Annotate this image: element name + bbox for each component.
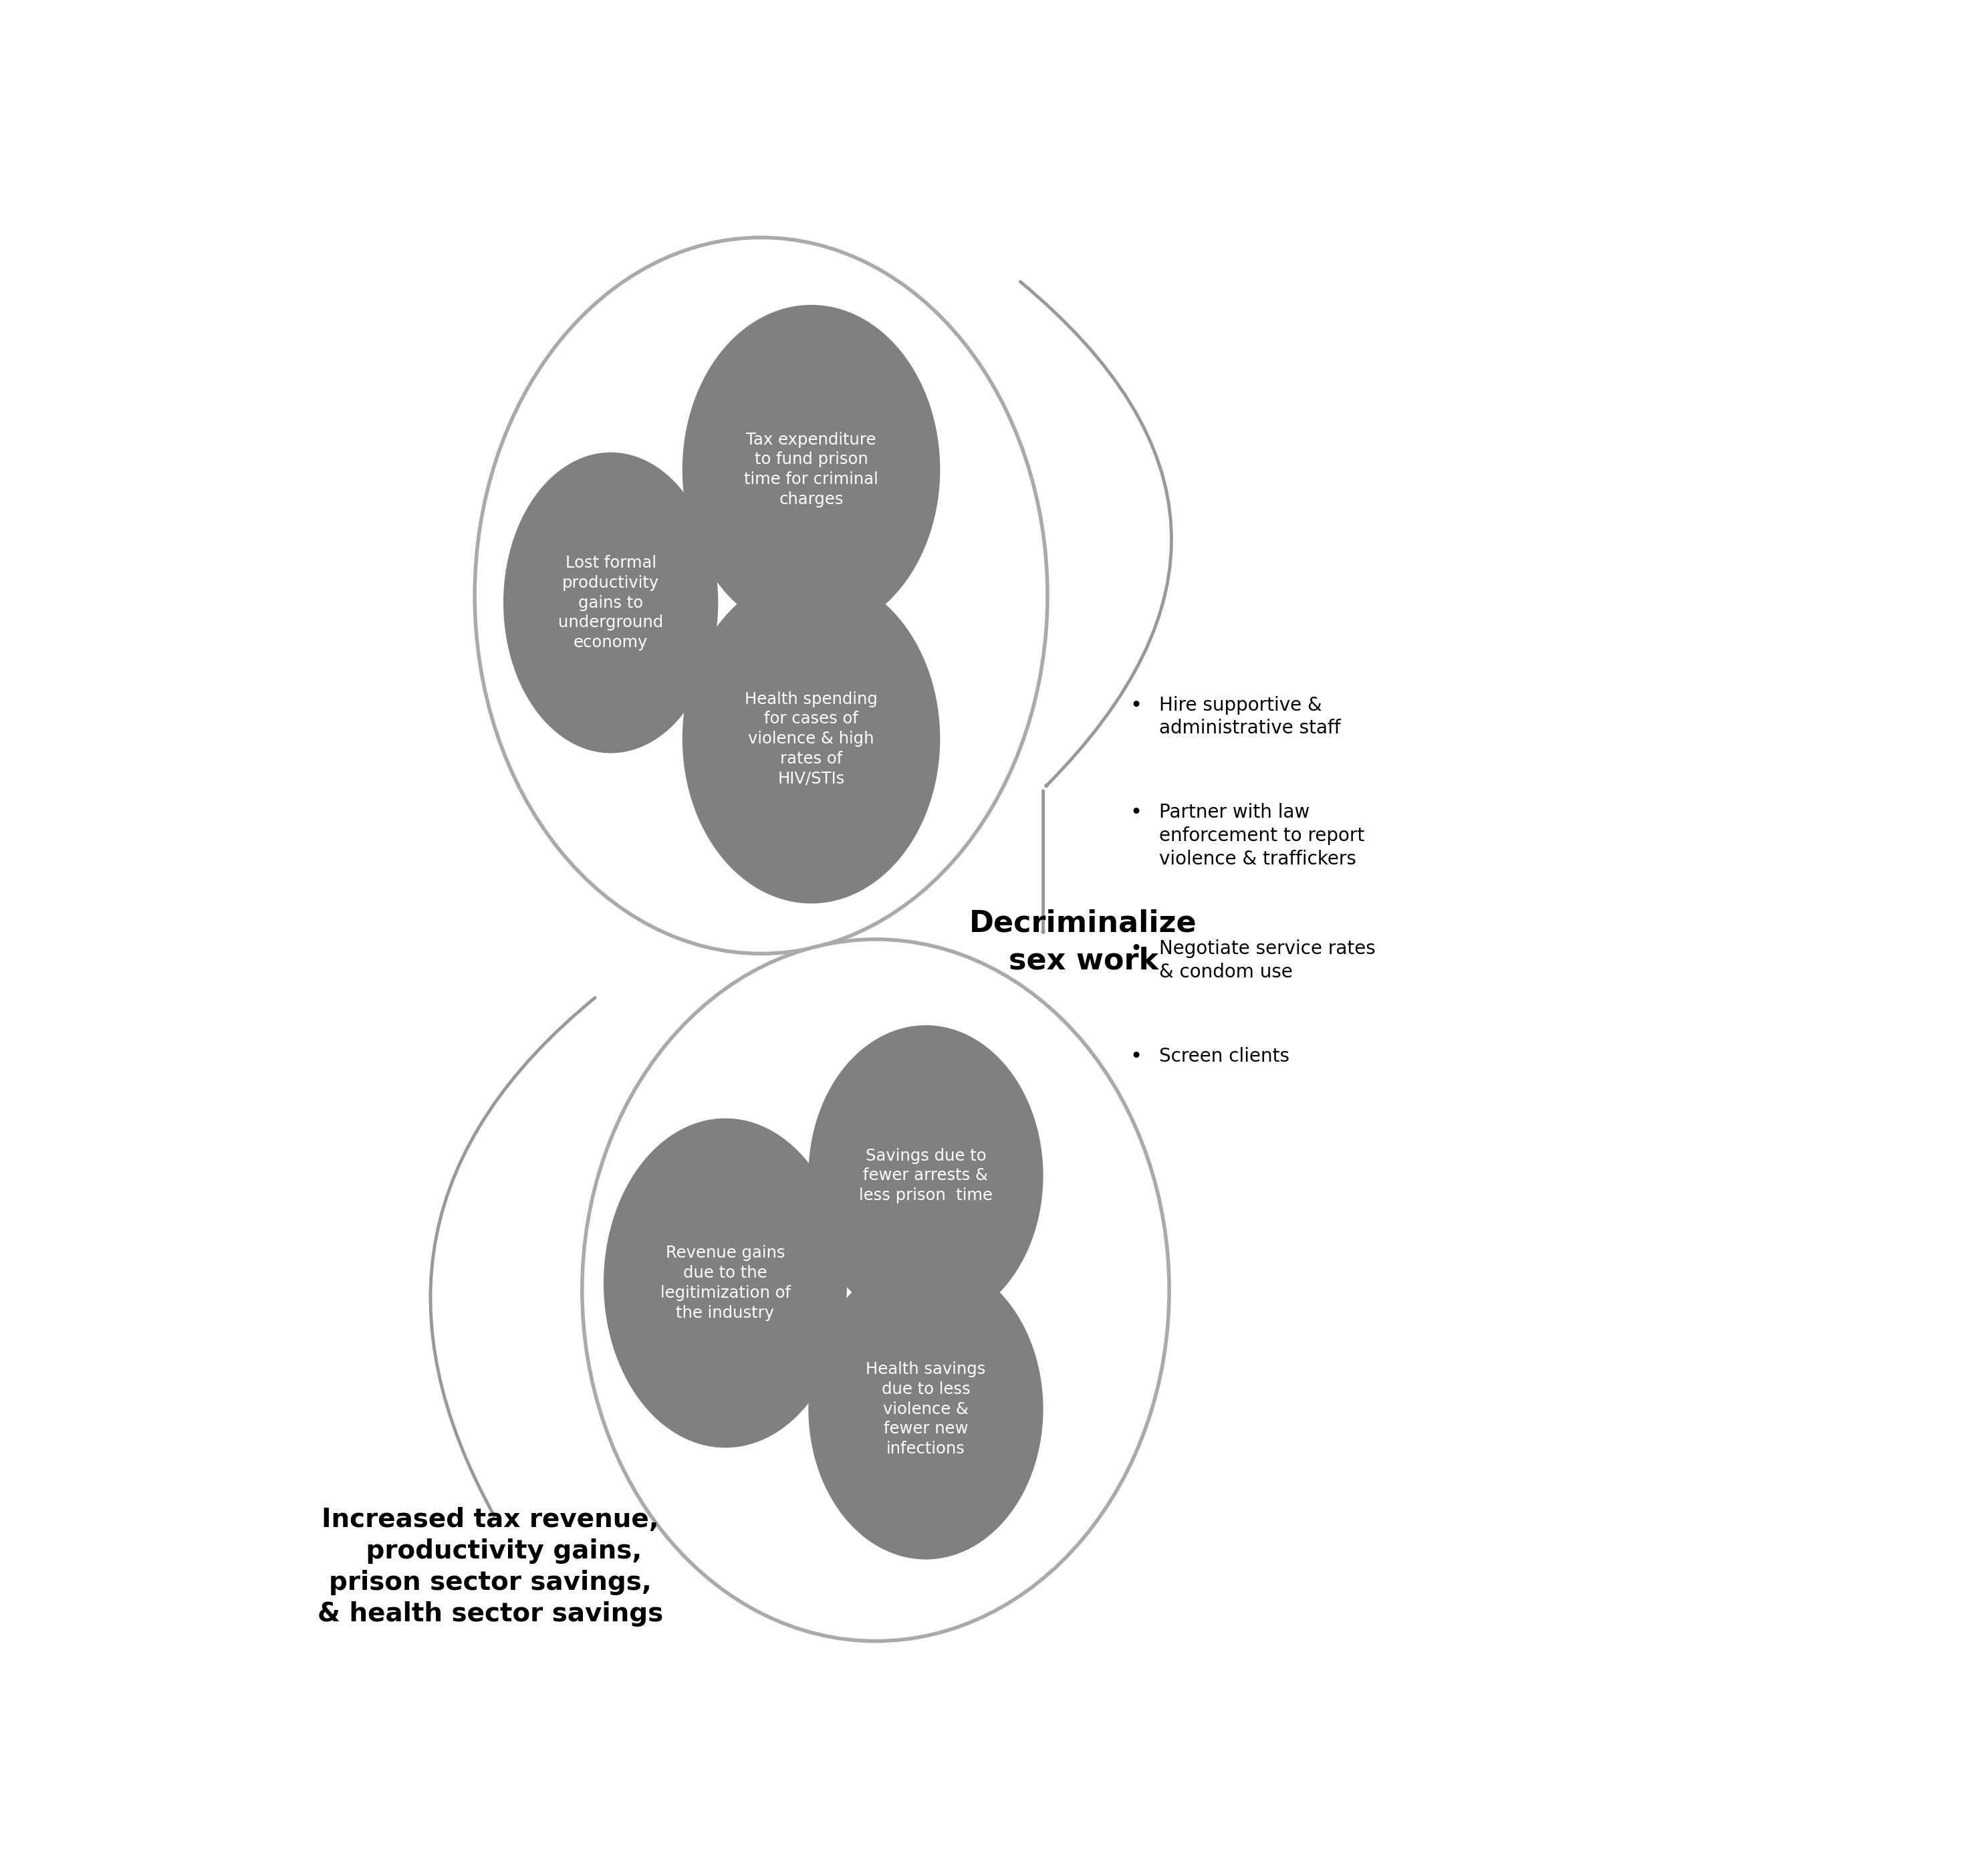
Text: Revenue gains
due to the
legitimization of
the industry: Revenue gains due to the legitimization … bbox=[660, 1244, 791, 1321]
FancyArrowPatch shape bbox=[431, 997, 594, 1516]
Text: •: • bbox=[1129, 804, 1141, 822]
Text: Increased tax revenue,
   productivity gains,
prison sector savings,
& health se: Increased tax revenue, productivity gain… bbox=[318, 1507, 662, 1628]
Text: Hire supportive &
administrative staff: Hire supportive & administrative staff bbox=[1159, 696, 1340, 738]
Ellipse shape bbox=[503, 452, 718, 753]
Text: Savings due to
fewer arrests &
less prison  time: Savings due to fewer arrests & less pris… bbox=[859, 1148, 992, 1203]
Text: Lost formal
productivity
gains to
underground
economy: Lost formal productivity gains to underg… bbox=[559, 554, 664, 651]
Text: Tax expenditure
to fund prison
time for criminal
charges: Tax expenditure to fund prison time for … bbox=[744, 432, 879, 508]
Ellipse shape bbox=[809, 1025, 1044, 1326]
Text: Screen clients: Screen clients bbox=[1159, 1047, 1290, 1066]
FancyArrowPatch shape bbox=[1020, 281, 1171, 787]
Ellipse shape bbox=[682, 305, 940, 634]
Text: Partner with law
enforcement to report
violence & traffickers: Partner with law enforcement to report v… bbox=[1159, 804, 1364, 869]
Text: •: • bbox=[1129, 939, 1141, 958]
Ellipse shape bbox=[604, 1118, 847, 1447]
Text: •: • bbox=[1129, 696, 1141, 716]
Text: Health savings
due to less
violence &
fewer new
infections: Health savings due to less violence & fe… bbox=[867, 1362, 986, 1456]
Text: •: • bbox=[1129, 1047, 1141, 1066]
Text: Decriminalize
sex work: Decriminalize sex work bbox=[970, 910, 1197, 975]
Ellipse shape bbox=[809, 1259, 1044, 1559]
Ellipse shape bbox=[475, 238, 1048, 954]
Ellipse shape bbox=[582, 939, 1169, 1641]
Text: Health spending
for cases of
violence & high
rates of
HIV/STIs: Health spending for cases of violence & … bbox=[746, 692, 877, 787]
Text: Negotiate service rates
& condom use: Negotiate service rates & condom use bbox=[1159, 939, 1376, 982]
Ellipse shape bbox=[682, 575, 940, 904]
